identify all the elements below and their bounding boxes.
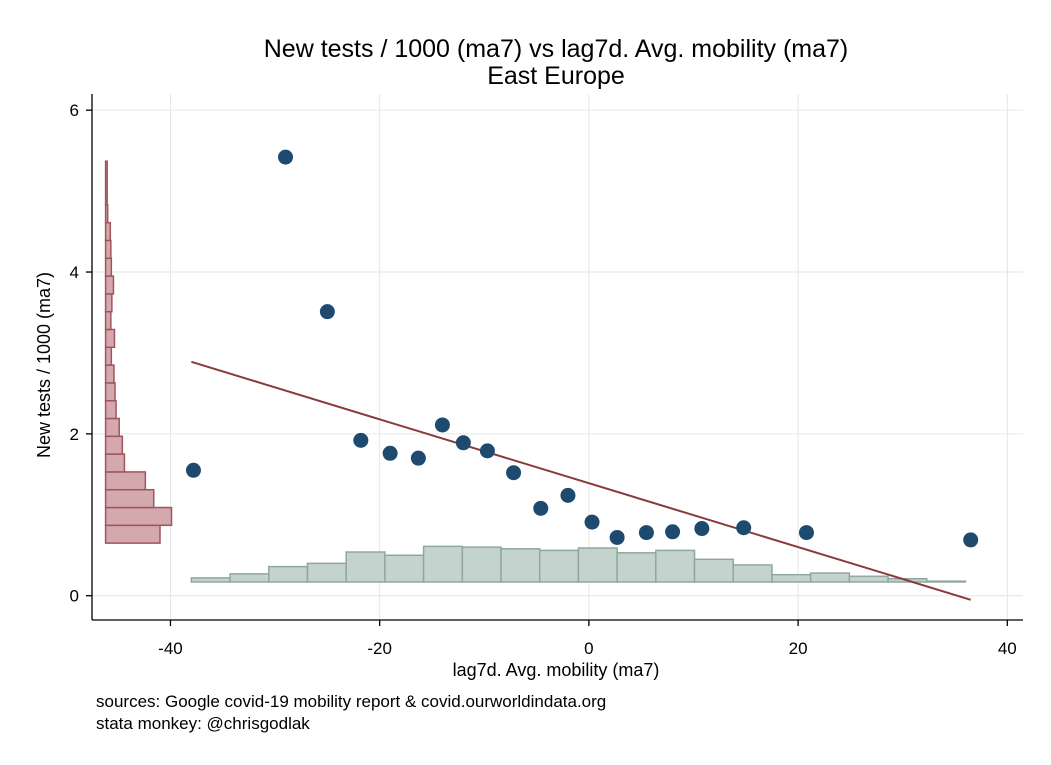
data-point [963,532,979,548]
x-histogram-bar [538,549,580,583]
y-tick-label: 4 [70,263,79,282]
x-histogram-bar [345,551,386,583]
y-histogram-bar [104,364,115,384]
data-point [736,520,752,536]
data-point [278,149,294,165]
x-histogram [190,545,967,583]
y-histogram-bar [104,239,112,260]
data-point [434,417,450,433]
y-histogram-bar [104,160,108,188]
y-histogram-bar [104,346,113,366]
data-point [382,445,398,461]
y-histogram [104,160,173,544]
y-tick-label: 0 [70,587,79,606]
y-histogram-bar [104,488,155,509]
y-histogram-bar [104,453,126,473]
x-histogram-bar [306,562,347,583]
x-histogram-bar [500,548,541,583]
data-point [506,465,522,481]
x-tick-label: 0 [584,639,593,658]
grid-lines [92,94,1023,620]
x-histogram-bar [190,577,231,583]
data-point [410,450,426,466]
fit-line-group [191,360,971,601]
y-histogram-bar [104,204,109,224]
y-histogram-bar [104,524,161,544]
x-histogram-bar [693,558,734,583]
y-histogram-bar [104,221,112,242]
x-histogram-bar [384,554,425,583]
y-histogram-bar [104,399,117,420]
y-histogram-bar [104,435,124,455]
plot-frame [91,94,1023,621]
x-tick-label: -20 [367,639,392,658]
data-point [479,443,495,459]
x-histogram-bar [461,546,502,583]
data-point [609,529,625,545]
y-histogram-bar [104,186,108,206]
y-ticks: 0 2 4 6 [70,101,92,606]
data-point [185,462,201,478]
data-point [665,524,681,540]
x-axis-label: lag7d. Avg. mobility (ma7) [453,660,660,680]
x-tick-label: -40 [158,639,183,658]
x-histogram-bar [848,575,889,583]
data-point [798,525,814,541]
x-histogram-bar [577,547,618,583]
y-tick-label: 6 [70,101,79,120]
chart-subtitle: East Europe [487,62,625,90]
y-histogram-bar [104,382,116,402]
credit-note: stata monkey: @chrisgodlak [96,714,310,733]
x-histogram-bar [771,573,812,583]
data-point [560,487,576,503]
scatter-points [185,149,979,548]
y-histogram-bar [104,257,113,277]
x-histogram-bar [268,565,309,583]
y-histogram-bar [104,328,116,349]
x-histogram-bar [616,552,657,583]
data-point [455,435,471,451]
y-histogram-bar [104,275,115,295]
y-tick-label: 2 [70,425,79,444]
x-ticks: -40 -20 0 20 40 [158,620,1017,658]
y-histogram-bar [104,506,173,527]
fit-line [191,360,971,601]
data-point [638,525,654,541]
y-histogram-bar [104,471,147,491]
x-tick-label: 20 [789,639,808,658]
x-histogram-bar [926,580,967,583]
y-histogram-bar [104,310,112,331]
x-histogram-bar [655,549,696,583]
x-histogram-bar [229,573,270,583]
y-histogram-bar [104,293,113,313]
x-histogram-bar [809,572,851,583]
data-point [353,432,369,448]
source-note: sources: Google covid-19 mobility report… [96,692,606,711]
x-histogram-bar [732,564,773,583]
y-axis-label: New tests / 1000 (ma7) [34,272,54,458]
chart-title: New tests / 1000 (ma7) vs lag7d. Avg. mo… [264,35,849,63]
data-point [533,500,549,516]
y-histogram-bar [104,417,120,438]
x-histogram-bar [422,545,464,583]
data-point [584,514,600,530]
x-tick-label: 40 [998,639,1017,658]
data-point [319,304,335,320]
data-point [694,521,710,537]
